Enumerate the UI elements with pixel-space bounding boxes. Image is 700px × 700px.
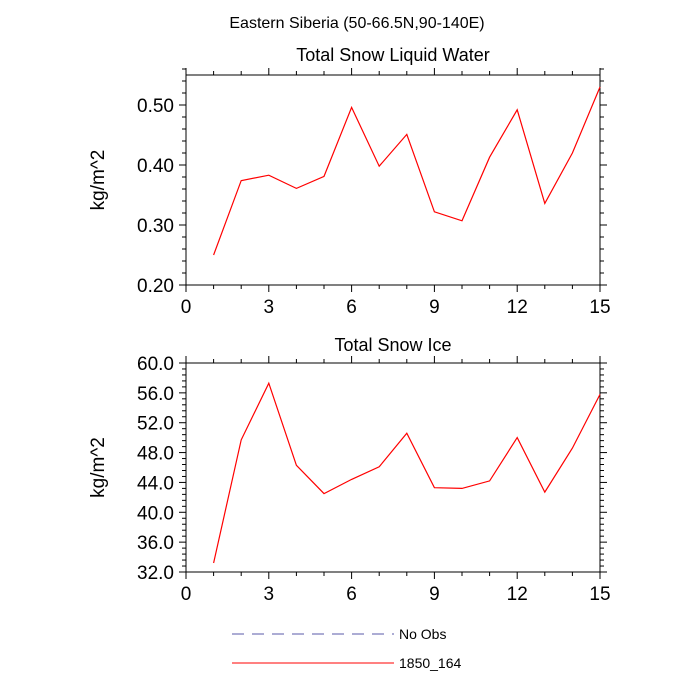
legend: No Obs 1850_164 [232, 626, 462, 671]
legend-entry: No Obs [232, 626, 446, 642]
y-tick-label: 44.0 [137, 473, 174, 494]
series-line [213, 86, 601, 256]
x-tick-label: 15 [589, 584, 610, 605]
legend-entry: 1850_164 [232, 655, 462, 671]
y-axis-label: kg/m^2 [88, 437, 109, 498]
x-tick-label: 15 [589, 297, 610, 318]
y-tick-label: 32.0 [137, 563, 174, 584]
chart-panel-1: Total Snow Liquid Water kg/m^2 0 3 6 9 12 15 0.2… [88, 45, 611, 318]
legend-label: No Obs [399, 626, 446, 642]
y-tick-label: 0.50 [137, 96, 174, 117]
y-tick-label: 0.30 [137, 216, 174, 237]
x-tick-label: 12 [507, 584, 528, 605]
plot-frame [185, 362, 601, 573]
y-tick-label: 0.20 [137, 276, 174, 297]
y-tick-label: 0.40 [137, 156, 174, 177]
y-tick-label: 48.0 [137, 444, 174, 465]
y-tick-label: 52.0 [137, 414, 174, 435]
x-tick-label: 0 [181, 584, 192, 605]
x-tick-label: 9 [429, 584, 440, 605]
legend-label: 1850_164 [399, 655, 462, 671]
y-axis-label: kg/m^2 [88, 150, 109, 211]
y-tick-label: 40.0 [137, 503, 174, 524]
y-tick-label: 60.0 [137, 354, 174, 375]
y-tick-label: 56.0 [137, 384, 174, 405]
figure-suptitle: Eastern Siberia (50-66.5N,90-140E) [229, 15, 484, 32]
x-tick-label: 0 [181, 297, 192, 318]
panel-title: Total Snow Liquid Water [296, 45, 489, 65]
chart-panel-2: Total Snow Ice kg/m^2 0 3 6 9 12 15 32.0 36.0 40.0… [88, 335, 611, 605]
x-tick-label: 9 [429, 297, 440, 318]
x-tick-label: 12 [507, 297, 528, 318]
x-tick-label: 3 [264, 297, 275, 318]
x-tick-label: 6 [346, 297, 357, 318]
plot-frame [185, 74, 601, 286]
x-tick-label: 6 [346, 584, 357, 605]
panels: Total Snow Liquid Water kg/m^2 0 3 6 9 12 15 0.2… [88, 45, 611, 605]
y-tick-label: 36.0 [137, 533, 174, 554]
x-tick-label: 3 [264, 584, 275, 605]
panel-title: Total Snow Ice [334, 335, 451, 355]
series-line [213, 381, 601, 564]
